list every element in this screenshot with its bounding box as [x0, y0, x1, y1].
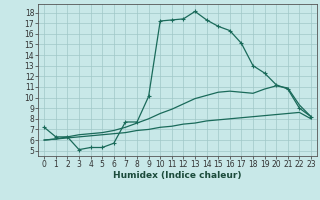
X-axis label: Humidex (Indice chaleur): Humidex (Indice chaleur) — [113, 171, 242, 180]
